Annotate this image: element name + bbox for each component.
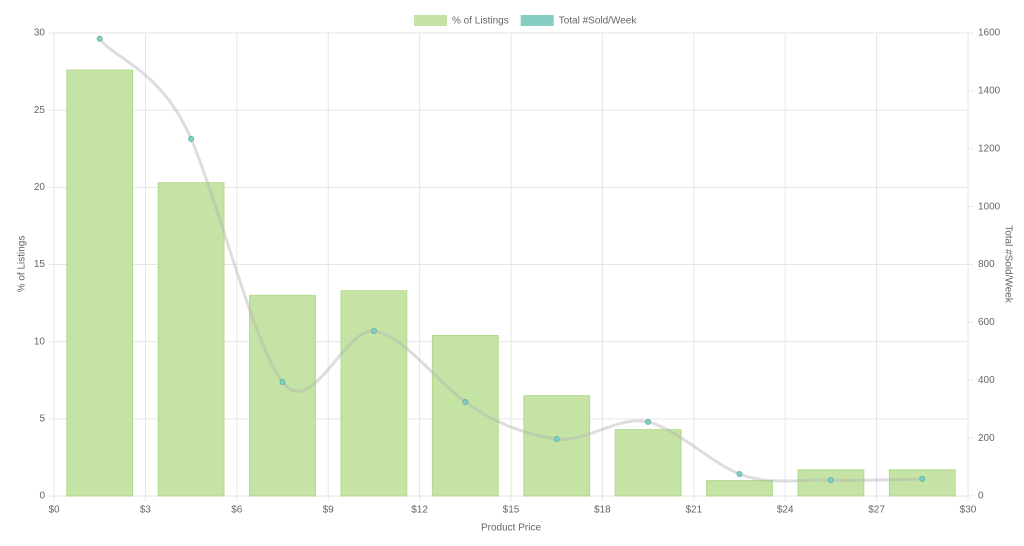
y2-tick-label: 0 (978, 491, 984, 502)
y2-tick-label: 1600 (978, 28, 1001, 39)
legend-label: Total #Sold/Week (559, 16, 638, 27)
y-axis-title: % of Listings (17, 236, 28, 293)
x-tick-label: $21 (685, 505, 702, 516)
bar (523, 395, 591, 497)
y2-tick-label: 1200 (978, 143, 1001, 154)
y-tick-label: 5 (39, 413, 45, 424)
bar (157, 182, 225, 497)
legend-label: % of Listings (452, 16, 509, 27)
x-tick-label: $3 (140, 505, 152, 516)
y-tick-label: 15 (34, 259, 46, 270)
y2-axis-title: Total #Sold/Week (1002, 225, 1013, 304)
x-tick-label: $30 (960, 505, 977, 516)
point (827, 477, 834, 484)
x-axis-title: Product Price (481, 523, 541, 534)
y-tick-label: 25 (34, 105, 46, 116)
x-tick-label: $9 (323, 505, 335, 516)
point (462, 398, 469, 405)
y-tick-label: 0 (39, 491, 45, 502)
y2-tick-label: 800 (978, 259, 995, 270)
bar (340, 290, 408, 497)
point (736, 471, 743, 478)
bar (66, 69, 134, 497)
y-tick-label: 30 (34, 28, 46, 39)
point (919, 475, 926, 482)
y2-tick-label: 600 (978, 317, 995, 328)
bar (431, 334, 499, 497)
bar (614, 429, 682, 497)
bar (706, 480, 773, 497)
bar (249, 294, 316, 497)
y-tick-label: 20 (34, 182, 46, 193)
legend-swatch (520, 15, 554, 26)
bar (888, 469, 956, 497)
point (96, 35, 103, 42)
x-tick-label: $15 (503, 505, 520, 516)
point (645, 418, 652, 425)
x-tick-label: $6 (231, 505, 243, 516)
point (188, 135, 195, 142)
point (553, 435, 560, 442)
x-tick-label: $18 (594, 505, 611, 516)
x-tick-label: $12 (411, 505, 428, 516)
x-tick-label: $27 (868, 505, 885, 516)
x-tick-label: $24 (777, 505, 794, 516)
x-tick-label: $0 (48, 505, 60, 516)
y2-tick-label: 200 (978, 433, 995, 444)
point (279, 378, 286, 385)
legend-swatch (414, 15, 447, 26)
y2-tick-label: 1400 (978, 86, 1001, 97)
y-tick-label: 10 (34, 336, 46, 347)
y2-tick-label: 400 (978, 375, 995, 386)
point (370, 328, 377, 335)
y2-tick-label: 1000 (978, 201, 1001, 212)
